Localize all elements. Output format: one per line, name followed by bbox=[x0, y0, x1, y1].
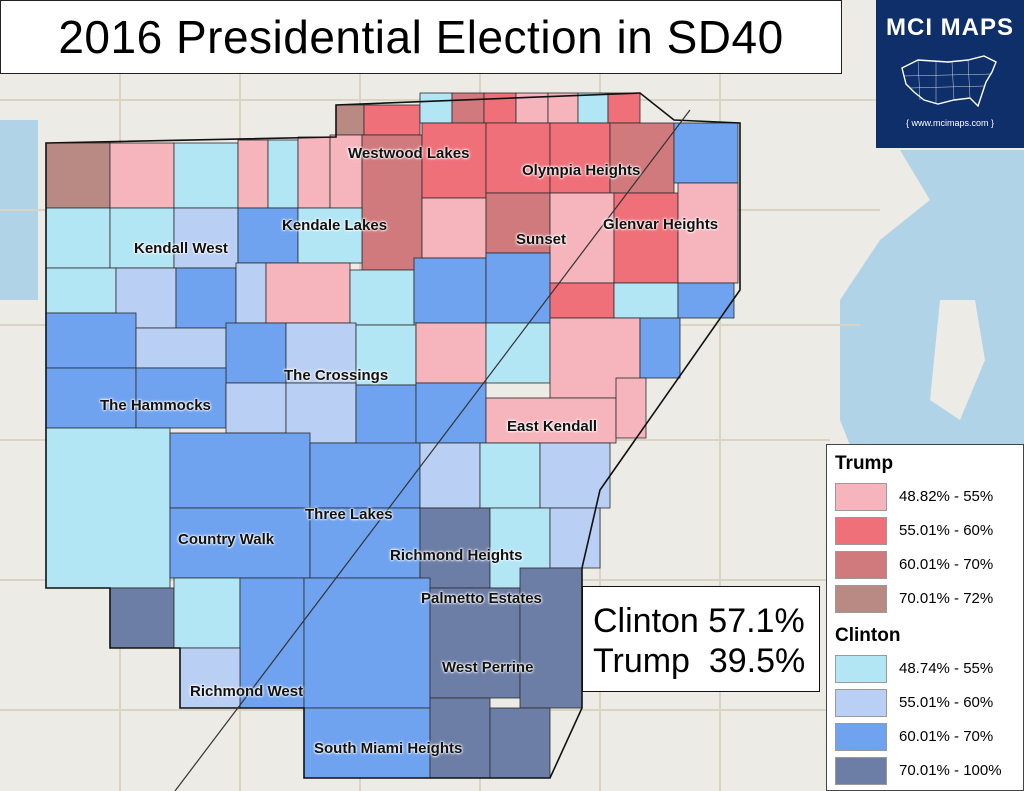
place-label: Kendale Lakes bbox=[282, 217, 388, 234]
precincts bbox=[45, 92, 739, 779]
brand-url: { www.mcimaps.com } bbox=[905, 118, 995, 128]
legend-range-label: 70.01% - 72% bbox=[899, 590, 994, 607]
legend: Trump 48.82% - 55% 55.01% - 60% 60.01% -… bbox=[826, 444, 1024, 791]
results-box: Clinton 57.1% Trump 39.5% bbox=[582, 586, 820, 692]
place-label: Three Lakes bbox=[305, 506, 393, 523]
legend-range-label: 48.82% - 55% bbox=[899, 488, 994, 505]
place-label: Country Walk bbox=[178, 531, 275, 548]
clinton-result: Clinton 57.1% bbox=[593, 602, 805, 640]
legend-range-label: 48.74% - 55% bbox=[899, 660, 994, 677]
place-label: South Miami Heights bbox=[314, 740, 463, 757]
island bbox=[930, 300, 985, 420]
legend-row: 60.01% - 70% bbox=[835, 723, 1021, 751]
legend-trump-title: Trump bbox=[835, 453, 894, 474]
district-outline bbox=[45, 92, 741, 779]
legend-range-label: 60.01% - 70% bbox=[899, 728, 994, 745]
legend-swatch bbox=[835, 483, 887, 511]
place-label: Glenvar Heights bbox=[603, 216, 719, 233]
legend-row: 48.82% - 55% bbox=[835, 483, 1021, 511]
legend-range-label: 55.01% - 60% bbox=[899, 522, 994, 539]
legend-range-label: 70.01% - 100% bbox=[899, 762, 1002, 779]
place-label: West Perrine bbox=[442, 659, 534, 676]
legend-row: 48.74% - 55% bbox=[835, 655, 1021, 683]
legend-swatch bbox=[835, 585, 887, 613]
legend-range-label: 60.01% - 70% bbox=[899, 556, 994, 573]
place-label: Richmond Heights bbox=[390, 547, 523, 564]
usa-map-icon bbox=[901, 55, 997, 108]
legend-swatch bbox=[835, 517, 887, 545]
brand-name: MCI MAPS bbox=[886, 14, 1014, 41]
legend-row: 60.01% - 70% bbox=[835, 551, 1021, 579]
rail-line bbox=[174, 109, 691, 791]
place-label: The Hammocks bbox=[100, 397, 211, 414]
brand-logo: MCI MAPS { www.mcimaps.com } bbox=[876, 0, 1024, 148]
place-label: Westwood Lakes bbox=[348, 145, 470, 162]
legend-swatch bbox=[835, 551, 887, 579]
legend-range-label: 55.01% - 60% bbox=[899, 694, 994, 711]
legend-swatch bbox=[835, 689, 887, 717]
title-box: 2016 Presidential Election in SD40 bbox=[0, 0, 842, 74]
map-title: 2016 Presidential Election in SD40 bbox=[58, 11, 784, 63]
place-label: Kendall West bbox=[134, 240, 228, 257]
trump-result: Trump 39.5% bbox=[593, 642, 806, 680]
legend-row: 55.01% - 60% bbox=[835, 517, 1021, 545]
place-label: East Kendall bbox=[507, 418, 598, 435]
place-label: Palmetto Estates bbox=[421, 590, 542, 607]
legend-row: 70.01% - 100% bbox=[835, 757, 1021, 785]
legend-row: 55.01% - 60% bbox=[835, 689, 1021, 717]
place-label: Olympia Heights bbox=[522, 162, 641, 179]
legend-swatch bbox=[835, 723, 887, 751]
place-label: The Crossings bbox=[284, 367, 389, 384]
place-label: Richmond West bbox=[190, 683, 304, 700]
legend-swatch bbox=[835, 655, 887, 683]
legend-clinton-title: Clinton bbox=[835, 625, 901, 646]
place-label: Sunset bbox=[516, 231, 567, 248]
legend-swatch bbox=[835, 757, 887, 785]
legend-row: 70.01% - 72% bbox=[835, 585, 1021, 613]
